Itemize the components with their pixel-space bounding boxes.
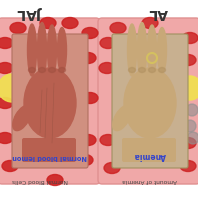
Ellipse shape [182, 32, 198, 44]
FancyBboxPatch shape [98, 18, 198, 184]
Ellipse shape [40, 17, 56, 29]
Text: JAL: JAL [18, 6, 42, 20]
Ellipse shape [28, 24, 36, 76]
Ellipse shape [157, 28, 167, 72]
Circle shape [0, 74, 26, 102]
Ellipse shape [13, 105, 31, 131]
Ellipse shape [180, 161, 196, 171]
Ellipse shape [82, 92, 98, 104]
Ellipse shape [10, 23, 26, 33]
Text: Anemia: Anemia [134, 151, 166, 160]
FancyBboxPatch shape [112, 34, 188, 168]
Text: Normal Blood Cells: Normal Blood Cells [12, 178, 68, 183]
Ellipse shape [142, 17, 158, 29]
Ellipse shape [37, 23, 47, 77]
Ellipse shape [137, 23, 147, 77]
Ellipse shape [57, 28, 67, 72]
Ellipse shape [148, 68, 155, 72]
Ellipse shape [77, 154, 93, 166]
Ellipse shape [159, 68, 166, 72]
Ellipse shape [0, 132, 13, 144]
Text: AL: AL [148, 6, 168, 20]
FancyBboxPatch shape [122, 138, 176, 162]
Ellipse shape [0, 37, 13, 49]
Ellipse shape [58, 68, 66, 72]
Ellipse shape [138, 68, 146, 72]
Ellipse shape [29, 68, 35, 72]
Ellipse shape [148, 25, 156, 75]
Circle shape [186, 104, 198, 116]
FancyBboxPatch shape [0, 18, 100, 184]
Circle shape [178, 76, 198, 100]
Ellipse shape [128, 24, 136, 76]
Ellipse shape [2, 161, 18, 171]
FancyBboxPatch shape [12, 34, 88, 168]
Ellipse shape [47, 174, 63, 186]
Ellipse shape [113, 105, 131, 131]
Circle shape [187, 132, 198, 144]
Text: Normal blood lemon: Normal blood lemon [13, 154, 87, 160]
Ellipse shape [180, 54, 196, 66]
Ellipse shape [82, 28, 98, 38]
FancyBboxPatch shape [22, 138, 76, 162]
Circle shape [184, 120, 196, 132]
Ellipse shape [38, 68, 46, 72]
Ellipse shape [80, 52, 96, 64]
Ellipse shape [49, 68, 55, 72]
Ellipse shape [0, 63, 13, 73]
Ellipse shape [62, 17, 78, 29]
Ellipse shape [0, 97, 13, 109]
Ellipse shape [180, 137, 196, 148]
Ellipse shape [99, 63, 115, 73]
Ellipse shape [124, 68, 176, 138]
Ellipse shape [48, 25, 56, 75]
Text: Amount of Anemia: Amount of Anemia [123, 178, 177, 183]
Ellipse shape [24, 68, 76, 138]
Ellipse shape [110, 23, 126, 33]
Ellipse shape [100, 134, 116, 146]
Ellipse shape [100, 37, 116, 49]
Ellipse shape [129, 68, 135, 72]
Ellipse shape [104, 163, 120, 173]
Ellipse shape [80, 134, 96, 146]
